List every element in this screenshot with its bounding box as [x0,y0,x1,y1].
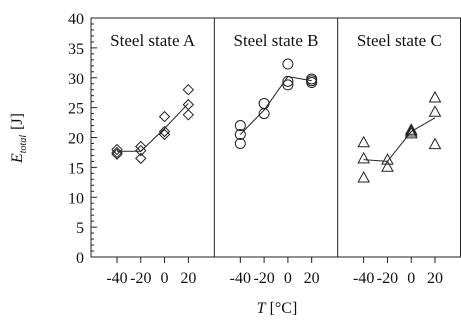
x-axis-label: T [°C] [257,300,298,317]
data-point-diamond [158,128,171,141]
x-tick-label: -40 [230,270,251,287]
data-point-circle [234,137,246,149]
data-point-triangle [357,135,371,148]
data-point-diamond [135,152,147,165]
y-tick-label: 40 [68,11,84,28]
data-point-diamond [182,98,195,111]
data-point-circle [234,120,246,132]
data-point-circle [306,77,318,89]
x-tick-label: 20 [180,270,196,287]
y-tick-label: 35 [68,41,84,58]
data-point-diamond [111,148,123,160]
data-point-diamond [182,83,195,96]
panel-title: Steel state A [110,31,196,50]
data-point-diamond [111,143,123,156]
trend-line [363,117,436,162]
data-point-triangle [357,151,371,164]
data-point-circle [258,108,270,120]
y-tick-label: 10 [68,190,84,207]
data-point-diamond [158,125,171,138]
data-point-triangle [381,160,394,172]
data-point-triangle [428,137,442,150]
x-tick-label: -20 [253,270,274,287]
data-point-triangle [428,90,442,103]
x-tick-label: -40 [353,270,374,287]
x-tick-label: 0 [284,270,292,287]
data-point-triangle [404,126,418,139]
data-point-triangle [428,105,442,117]
data-point-diamond [135,140,147,153]
trend-line [117,103,189,152]
data-point-triangle [404,123,418,135]
data-point-circle [282,75,294,87]
y-tick-label: 20 [68,131,84,148]
y-tick-label: 5 [76,220,84,237]
plot-frame [90,17,461,258]
data-point-circle [282,58,294,70]
y-tick-label: 15 [68,160,84,177]
data-point-triangle [357,170,371,183]
x-tick-label: 0 [407,270,415,287]
data-point-triangle [381,153,394,165]
y-tick-label: 30 [68,71,84,88]
data-point-circle [282,79,294,91]
data-point-triangle [404,124,418,137]
y-tick-label: 25 [68,101,84,118]
panel-title: Steel state C [357,31,442,50]
data-point-circle [258,97,270,109]
data-point-diamond [135,144,147,157]
x-tick-label: -20 [130,270,151,287]
data-point-diamond [158,110,171,123]
x-tick-label: 0 [161,270,169,287]
x-tick-label: -20 [377,270,398,287]
x-tick-label: 20 [427,270,443,287]
x-tick-label: -40 [106,270,127,287]
panel-title: Steel state B [234,31,319,50]
trend-line [239,76,312,135]
y-axis-label: Etotal[J] [9,113,29,164]
data-point-circle [234,129,246,141]
y-tick-label: 0 [76,250,84,267]
data-point-diamond [182,109,195,121]
x-tick-label: 20 [304,270,320,287]
